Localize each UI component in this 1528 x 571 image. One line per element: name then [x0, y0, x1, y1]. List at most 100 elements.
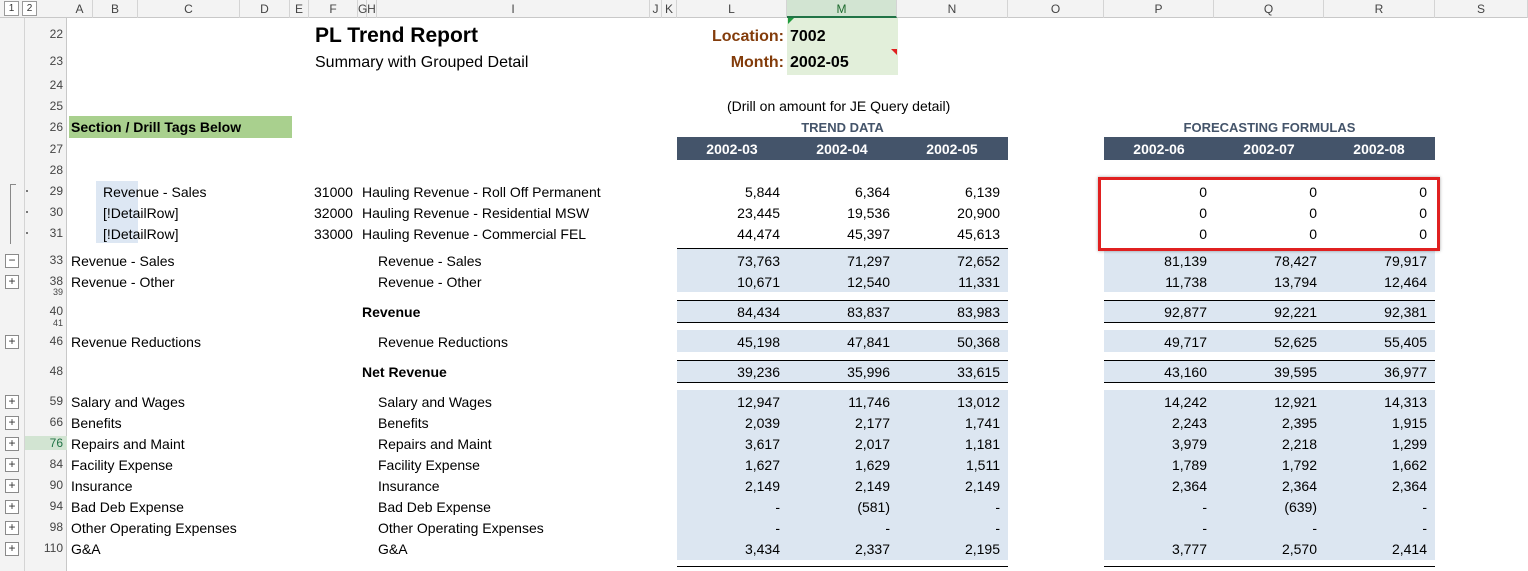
row-number[interactable]: 41	[52, 318, 63, 328]
trend-amount-cell[interactable]: 2,149	[854, 478, 890, 494]
forecast-amount-cell[interactable]: -	[1422, 499, 1427, 515]
trend-amount-cell[interactable]: 1,511	[966, 457, 1000, 473]
section-tag-cell[interactable]: Salary and Wages	[71, 394, 185, 410]
trend-amount-cell[interactable]: 72,652	[957, 253, 1000, 269]
summary-label[interactable]: Facility Expense	[378, 457, 480, 473]
column-header[interactable]: L	[677, 0, 787, 18]
forecast-amount-cell[interactable]: -	[1312, 520, 1317, 536]
summary-label[interactable]: Revenue Reductions	[378, 334, 508, 350]
forecast-amount-cell[interactable]: 36,977	[1384, 364, 1427, 380]
trend-amount-cell[interactable]: 23,445	[737, 205, 780, 221]
column-header[interactable]: D	[240, 0, 290, 18]
row-number[interactable]: 40	[49, 304, 63, 318]
row-number[interactable]: 110	[43, 541, 63, 555]
trend-amount-cell[interactable]: 12,947	[737, 394, 780, 410]
trend-amount-cell[interactable]: 20,900	[957, 205, 1000, 221]
trend-amount-cell[interactable]: 19,536	[847, 205, 890, 221]
forecast-amount-cell[interactable]: 39,595	[1274, 364, 1317, 380]
forecast-amount-cell[interactable]: 92,221	[1274, 304, 1317, 320]
forecast-amount-cell[interactable]: 1,299	[1391, 436, 1427, 452]
account-name[interactable]: Hauling Revenue - Roll Off Permanent	[362, 184, 601, 200]
expand-group-button[interactable]: +	[5, 395, 19, 409]
trend-amount-cell[interactable]: 5,844	[744, 184, 780, 200]
section-tag-cell[interactable]: Revenue - Other	[71, 274, 175, 290]
month-value-cell[interactable]: 2002-05	[790, 54, 849, 71]
column-header[interactable]: I	[377, 0, 650, 18]
forecast-amount-cell[interactable]: 43,160	[1164, 364, 1207, 380]
trend-amount-cell[interactable]: 6,364	[854, 184, 890, 200]
forecast-amount-cell[interactable]: 2,364	[1391, 478, 1427, 494]
forecast-amount-cell[interactable]: 12,921	[1274, 394, 1317, 410]
forecast-month-header[interactable]: 2002-08	[1353, 141, 1405, 157]
forecast-amount-cell[interactable]: 1,915	[1391, 415, 1427, 431]
forecast-month-header[interactable]: 2002-07	[1243, 141, 1295, 157]
row-number[interactable]: 90	[49, 478, 63, 492]
trend-month-header[interactable]: 2002-05	[926, 141, 978, 157]
row-number[interactable]: 76	[25, 436, 67, 450]
account-number[interactable]: 33000	[314, 226, 353, 242]
trend-amount-cell[interactable]: 11,331	[958, 274, 1000, 290]
section-tag-cell[interactable]: Facility Expense	[71, 457, 173, 473]
forecast-amount-cell[interactable]: 2,570	[1281, 541, 1317, 557]
trend-amount-cell[interactable]: 2,177	[854, 415, 890, 431]
forecast-amount-cell[interactable]: 92,381	[1384, 304, 1427, 320]
summary-label[interactable]: Benefits	[378, 415, 429, 431]
trend-amount-cell[interactable]: 1,629	[854, 457, 890, 473]
expand-group-button[interactable]: +	[5, 416, 19, 430]
trend-amount-cell[interactable]: -	[885, 520, 890, 536]
forecast-amount-cell[interactable]: 3,979	[1171, 436, 1207, 452]
trend-amount-cell[interactable]: 39,236	[737, 364, 780, 380]
column-header[interactable]: O	[1008, 0, 1104, 18]
trend-amount-cell[interactable]: 12,540	[847, 274, 890, 290]
row-number[interactable]: 84	[49, 457, 63, 471]
expand-group-button[interactable]: +	[5, 479, 19, 493]
trend-amount-cell[interactable]: 84,434	[737, 304, 780, 320]
summary-label[interactable]: Net Revenue	[362, 364, 447, 380]
forecast-amount-cell[interactable]: 0	[1199, 184, 1207, 200]
section-tag-cell[interactable]: Revenue - Sales	[71, 253, 175, 269]
summary-label[interactable]: Revenue	[362, 304, 421, 320]
row-number[interactable]: 26	[49, 120, 63, 134]
account-name[interactable]: Hauling Revenue - Residential MSW	[362, 205, 590, 221]
forecast-amount-cell[interactable]: 3,777	[1171, 541, 1207, 557]
trend-amount-cell[interactable]: 2,017	[854, 436, 890, 452]
trend-amount-cell[interactable]: 10,671	[737, 274, 780, 290]
expand-group-button[interactable]: +	[5, 542, 19, 556]
trend-amount-cell[interactable]: 47,841	[847, 334, 890, 350]
row-number[interactable]: 24	[49, 78, 63, 92]
trend-amount-cell[interactable]: -	[995, 499, 1000, 515]
forecast-amount-cell[interactable]: 52,625	[1274, 334, 1317, 350]
row-number[interactable]: 46	[49, 334, 63, 348]
account-number[interactable]: 31000	[314, 184, 353, 200]
forecast-amount-cell[interactable]: 14,313	[1384, 394, 1427, 410]
summary-label[interactable]: Salary and Wages	[378, 394, 492, 410]
row-number[interactable]: 30	[49, 205, 63, 219]
row-number[interactable]: 38	[49, 274, 63, 288]
section-tag-cell[interactable]: Insurance	[71, 478, 133, 494]
forecast-amount-cell[interactable]: 81,139	[1164, 253, 1207, 269]
row-number[interactable]: 59	[49, 394, 63, 408]
row-number[interactable]: 48	[49, 364, 63, 378]
forecast-amount-cell[interactable]: 13,794	[1274, 274, 1317, 290]
forecast-amount-cell[interactable]: 2,243	[1171, 415, 1207, 431]
row-number[interactable]: 31	[49, 226, 63, 240]
trend-amount-cell[interactable]: 83,837	[847, 304, 890, 320]
trend-amount-cell[interactable]: (581)	[857, 499, 890, 515]
column-header[interactable]: C	[138, 0, 240, 18]
row-number[interactable]: 94	[49, 499, 63, 513]
drill-tag-cell[interactable]: [!DetailRow]	[103, 226, 179, 242]
forecast-amount-cell[interactable]: 0	[1419, 184, 1427, 200]
forecast-amount-cell[interactable]: 2,395	[1281, 415, 1317, 431]
forecast-amount-cell[interactable]: 55,405	[1384, 334, 1427, 350]
forecast-amount-cell[interactable]: 1,662	[1391, 457, 1427, 473]
row-number[interactable]: 23	[49, 54, 63, 68]
location-value-cell[interactable]: 7002	[790, 28, 826, 45]
section-tag-cell[interactable]: Bad Deb Expense	[71, 499, 184, 515]
forecast-amount-cell[interactable]: -	[1202, 520, 1207, 536]
expand-group-button[interactable]: +	[5, 275, 19, 289]
expand-group-button[interactable]: +	[5, 437, 19, 451]
forecast-amount-cell[interactable]: -	[1202, 499, 1207, 515]
column-header[interactable]: B	[93, 0, 138, 18]
forecast-amount-cell[interactable]: 2,414	[1391, 541, 1427, 557]
trend-amount-cell[interactable]: 2,149	[744, 478, 780, 494]
